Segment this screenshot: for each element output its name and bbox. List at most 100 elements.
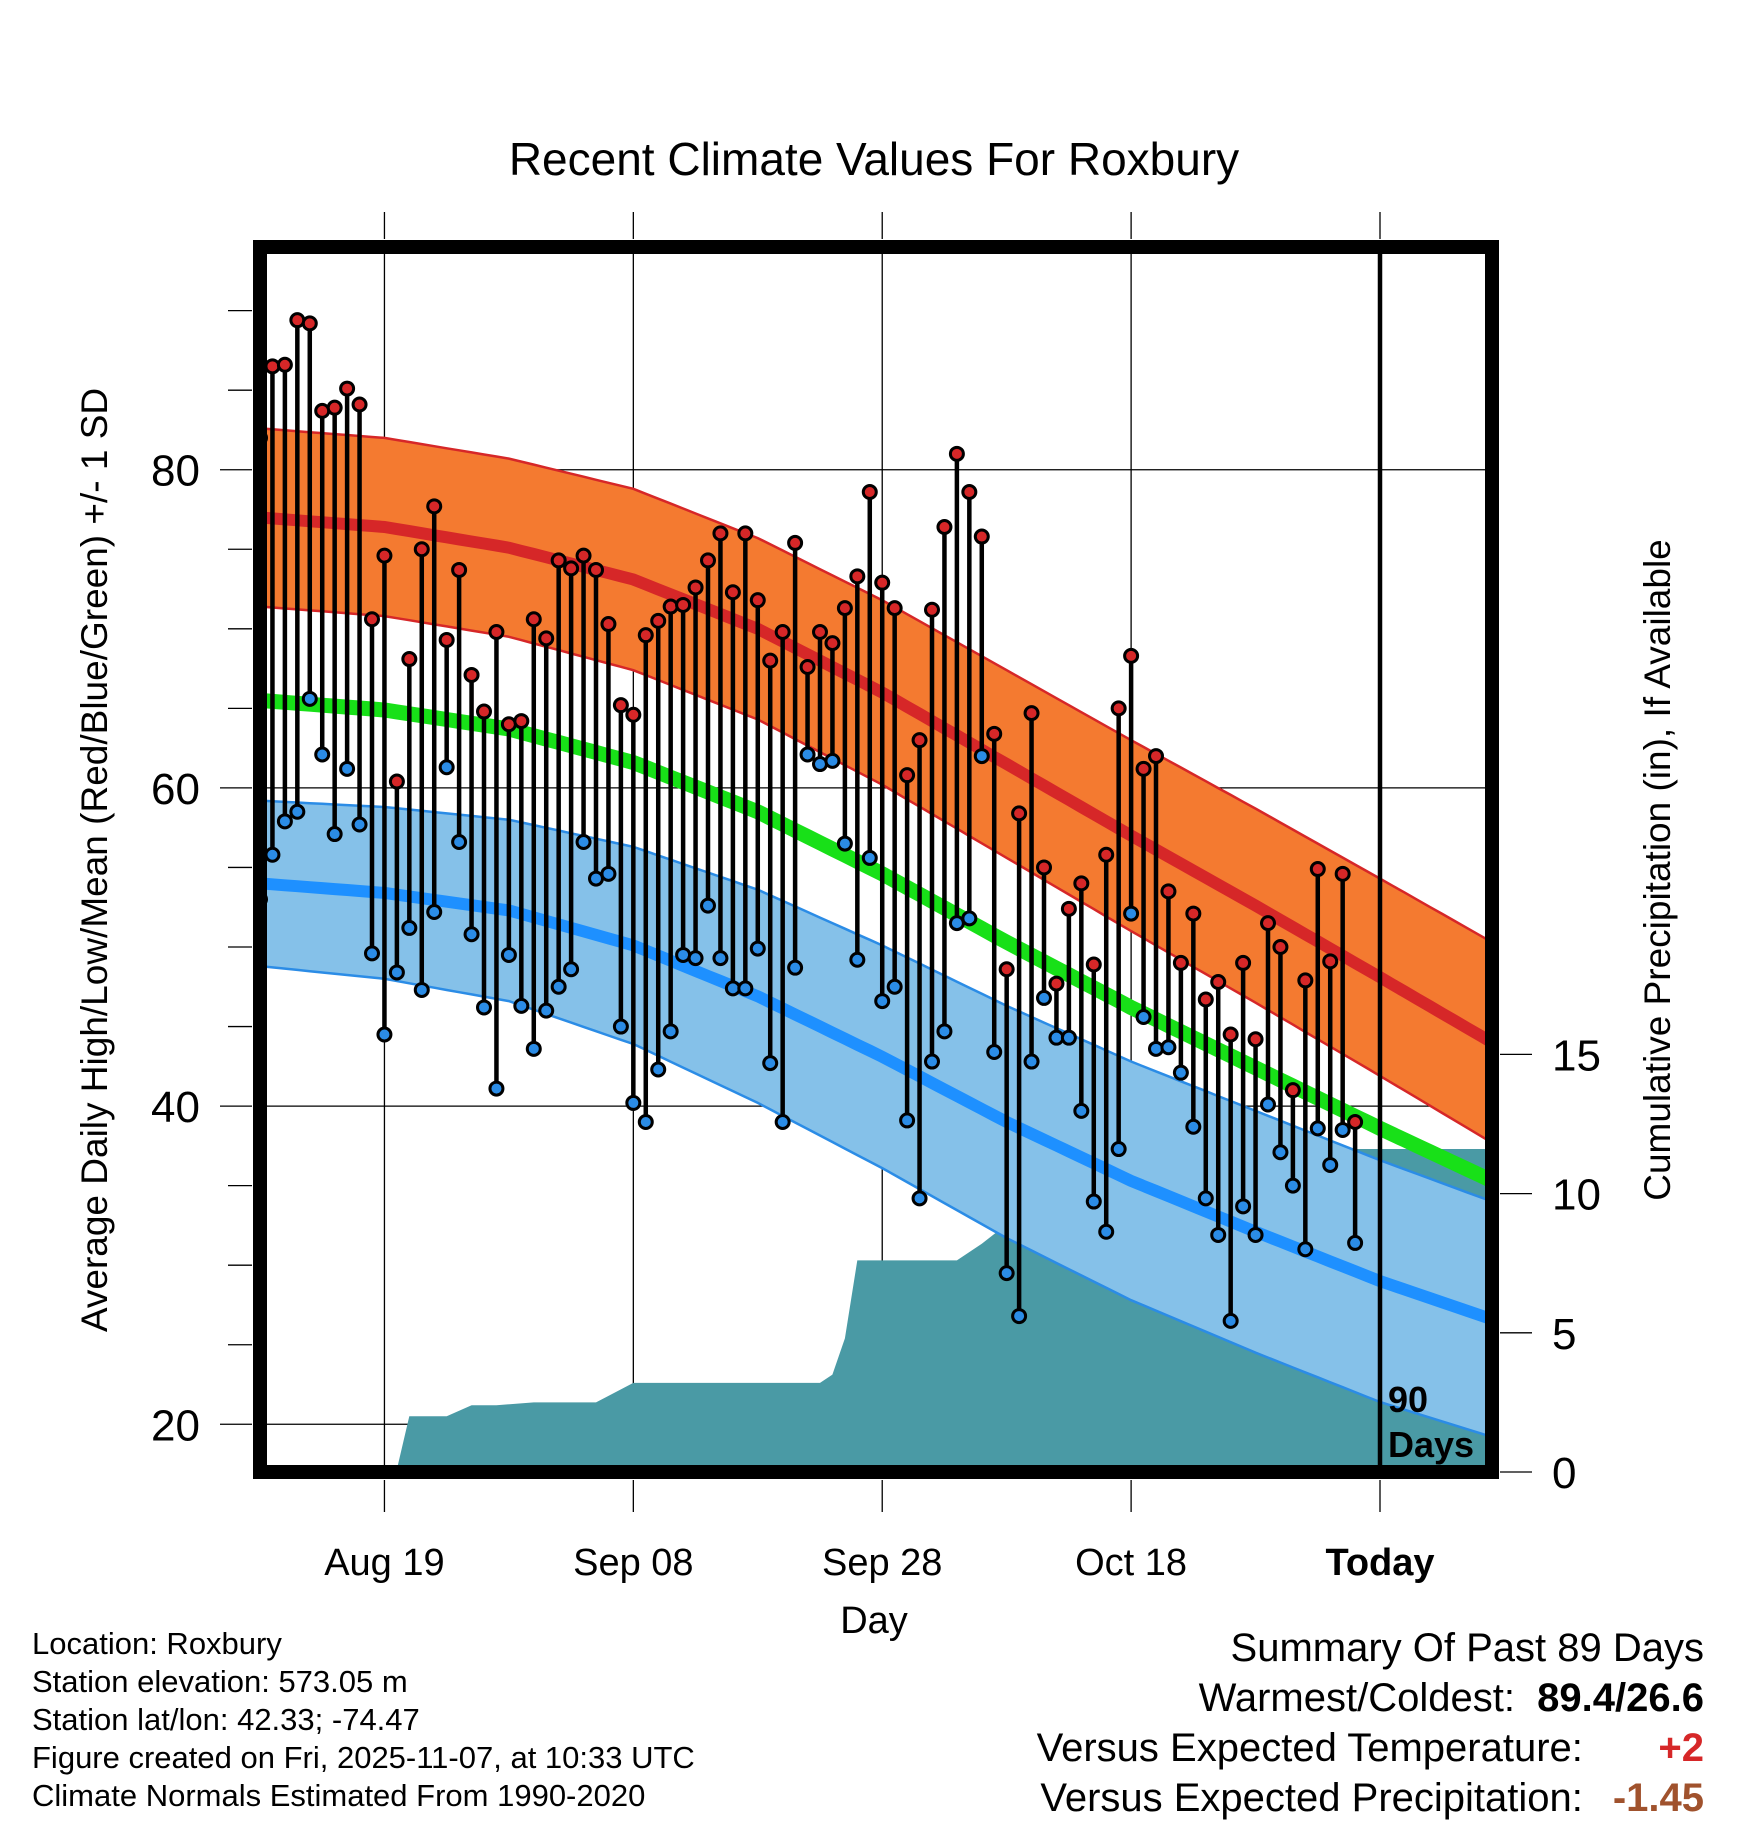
daily-high-point — [973, 528, 990, 545]
daily-low-point — [799, 746, 816, 763]
precip-value: -1.45 — [1612, 1776, 1704, 1820]
daily-low-point — [1222, 1312, 1239, 1329]
daily-low-point — [675, 946, 692, 963]
daily-low-point — [314, 746, 331, 763]
y-tick-label: 80 — [151, 447, 200, 496]
daily-low-point — [874, 993, 891, 1010]
low-normal-line — [260, 877, 1492, 1325]
daily-high-point — [563, 560, 580, 577]
daily-high-point — [463, 666, 480, 683]
daily-low-point — [476, 999, 492, 1016]
plot-frame — [253, 240, 1499, 1479]
daily-high-point — [388, 773, 405, 790]
y2-tick-label: 15 — [1552, 1031, 1601, 1080]
daily-high-point — [364, 611, 380, 628]
temp-label: Versus Expected Temperature: — [1036, 1726, 1583, 1770]
daily-low-point — [1260, 1096, 1276, 1113]
daily-low-point — [625, 1094, 642, 1111]
daily-high-point — [1260, 915, 1276, 932]
daily-high-point — [799, 659, 816, 675]
daily-high-point — [264, 358, 281, 375]
daily-low-point — [1085, 1193, 1102, 1210]
period-label-days: Days — [1388, 1424, 1474, 1465]
daily-low-point — [986, 1044, 1003, 1060]
daily-high-point — [314, 402, 331, 419]
daily-low-point — [351, 816, 368, 833]
daily-low-point — [339, 760, 356, 777]
mean-normal-line — [260, 692, 1492, 1188]
daily-low-point — [774, 1114, 791, 1130]
daily-low-point — [712, 950, 729, 967]
daily-low-point — [488, 1080, 505, 1097]
y-axis-label: Average Daily High/Low/Mean (Red/Blue/Gr… — [74, 388, 115, 1332]
daily-high-point — [351, 396, 368, 413]
daily-low-point — [1185, 1118, 1202, 1135]
daily-low-point — [886, 978, 903, 995]
daily-high-point — [525, 611, 542, 628]
daily-high-point — [1334, 865, 1351, 882]
daily-low-point — [1036, 989, 1052, 1006]
daily-low-point — [1235, 1198, 1252, 1215]
created-text: Figure created on Fri, 2025-11-07, at 10… — [32, 1740, 695, 1775]
daily-low-point — [1123, 905, 1140, 922]
daily-high-point — [1222, 1026, 1239, 1043]
daily-high-point — [724, 584, 741, 601]
daily-low-point — [1322, 1156, 1339, 1173]
y2-tick-label: 0 — [1552, 1449, 1576, 1498]
daily-low-point — [787, 959, 804, 976]
daily-high-point — [1085, 956, 1102, 973]
summary-warmest-row: Warmest/Coldest: 89.4/26.6 — [1037, 1673, 1704, 1723]
daily-high-point — [1197, 991, 1214, 1008]
daily-low-point — [737, 980, 754, 997]
daily-low-point — [700, 897, 716, 914]
daily-high-point — [911, 732, 928, 749]
daily-low-point — [849, 951, 866, 968]
y-tick-label: 60 — [151, 765, 200, 814]
daily-low-point — [836, 835, 853, 852]
daily-low-point — [911, 1190, 928, 1207]
warmest-coldest-label: Warmest/Coldest: — [1198, 1676, 1515, 1720]
daily-low-point — [1110, 1141, 1127, 1158]
daily-low-point — [1160, 1039, 1177, 1056]
high-normal-line — [260, 511, 1492, 1048]
daily-low-point — [438, 759, 455, 776]
daily-low-point — [1073, 1102, 1090, 1119]
daily-low-point — [413, 981, 430, 998]
daily-low-point — [637, 1114, 654, 1130]
x-tick-label: Sep 28 — [822, 1542, 942, 1584]
daily-high-point — [588, 561, 604, 578]
daily-high-point — [961, 484, 978, 500]
normals-layer — [260, 427, 1492, 1439]
daily-high-point — [1098, 846, 1115, 863]
daily-high-point — [1073, 875, 1090, 892]
daily-high-point — [924, 601, 940, 618]
y-tick-label: 20 — [151, 1401, 200, 1450]
daily-low-point — [1284, 1177, 1301, 1194]
daily-high-point — [1272, 939, 1289, 955]
elevation-text: Station elevation: 573.05 m — [32, 1664, 408, 1699]
x-axis-label: Day — [840, 1600, 908, 1642]
daily-low-point — [525, 1040, 542, 1057]
daily-low-point — [762, 1055, 779, 1072]
daily-low-point — [326, 826, 343, 843]
daily-high-point — [824, 635, 841, 652]
summary-box: Summary Of Past 89 Days Warmest/Coldest:… — [1037, 1623, 1704, 1823]
daily-high-point — [426, 498, 443, 515]
daily-high-point — [600, 616, 617, 633]
daily-high-point — [376, 547, 393, 564]
daily-high-point — [1185, 905, 1202, 922]
daily-low-point — [463, 926, 480, 943]
daily-high-point — [625, 706, 642, 723]
daily-high-point — [1284, 1082, 1301, 1099]
daily-high-point — [612, 697, 629, 714]
summary-temp-row: Versus Expected Temperature: +2 — [1037, 1723, 1704, 1773]
daily-high-point — [836, 600, 853, 617]
daily-low-point — [1148, 1040, 1164, 1057]
daily-high-point — [488, 624, 505, 640]
daily-low-point — [301, 690, 318, 707]
temp-value: +2 — [1658, 1726, 1704, 1770]
daily-high-point — [849, 568, 866, 585]
daily-low-point — [687, 950, 704, 967]
daily-high-point — [1322, 953, 1339, 970]
